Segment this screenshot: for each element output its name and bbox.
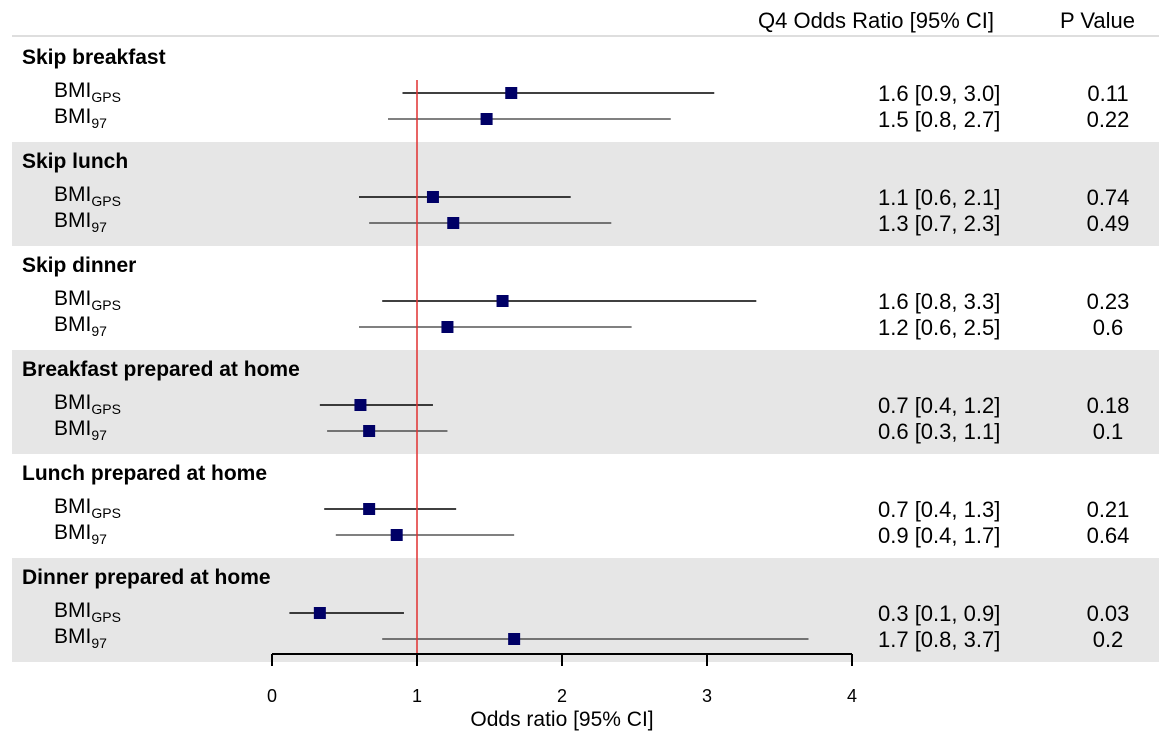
p-value: 0.2	[1092, 627, 1124, 652]
row-label-base: BMI	[54, 599, 92, 622]
odds-ratio-point	[363, 425, 376, 437]
p-value: 0.22	[1086, 107, 1130, 132]
row-label-base: BMI	[54, 105, 92, 128]
row-label-subscript: GPS	[91, 609, 121, 625]
group-label: Skip dinner	[22, 254, 137, 277]
p-value: 0.1	[1092, 419, 1124, 444]
row-label-subscript: GPS	[91, 401, 121, 417]
odds-ratio-value: 1.3 [0.7, 2.3]	[878, 211, 1001, 236]
row-label: BMIGPS	[54, 495, 121, 521]
row-label: BMI97	[54, 417, 107, 443]
row-label-base: BMI	[54, 183, 92, 206]
row-label: BMI97	[54, 625, 107, 651]
row-label-base: BMI	[54, 417, 92, 440]
group-label: Dinner prepared at home	[22, 566, 271, 589]
odds-ratio-value: 0.7 [0.4, 1.2]	[878, 393, 1001, 418]
odds-ratio-point	[480, 113, 493, 125]
row-label-subscript: 97	[91, 635, 107, 651]
row-label: BMIGPS	[54, 287, 121, 313]
row-label-subscript: GPS	[91, 89, 121, 105]
odds-ratio-point	[363, 503, 376, 515]
p-value: 0.03	[1086, 601, 1130, 626]
odds-ratio-value: 1.7 [0.8, 3.7]	[878, 627, 1001, 652]
x-axis-tick-label: 2	[556, 686, 567, 706]
odds-ratio-value: 1.6 [0.9, 3.0]	[878, 81, 1001, 106]
odds-ratio-point	[426, 191, 439, 203]
x-axis-tick-label: 1	[411, 686, 422, 706]
x-axis-tick-label: 4	[846, 686, 857, 706]
odds-ratio-value: 1.2 [0.6, 2.5]	[878, 315, 1001, 340]
odds-ratio-point	[441, 321, 454, 333]
p-value: 0.74	[1086, 185, 1130, 210]
row-label: BMIGPS	[54, 183, 121, 209]
group-band	[12, 350, 1159, 454]
group-label: Skip breakfast	[22, 46, 166, 69]
odds-ratio-value: 0.9 [0.4, 1.7]	[878, 523, 1001, 548]
odds-ratio-value: 1.1 [0.6, 2.1]	[878, 185, 1001, 210]
x-axis-tick-label: 3	[701, 686, 712, 706]
row-label-base: BMI	[54, 287, 92, 310]
odds-ratio-point	[505, 87, 518, 99]
row-label-base: BMI	[54, 521, 92, 544]
group-label: Breakfast prepared at home	[22, 358, 300, 381]
row-label-subscript: 97	[91, 323, 107, 339]
group-label: Lunch prepared at home	[22, 462, 268, 485]
row-label: BMIGPS	[54, 79, 121, 105]
odds-ratio-value: 0.7 [0.4, 1.3]	[878, 497, 1001, 522]
odds-ratio-point	[354, 399, 367, 411]
group-label: Skip lunch	[22, 150, 129, 173]
row-label: BMI97	[54, 313, 107, 339]
odds-ratio-point	[313, 607, 326, 619]
odds-ratio-column-header: Q4 Odds Ratio [95% CI]	[758, 8, 994, 33]
odds-ratio-value: 1.6 [0.8, 3.3]	[878, 289, 1001, 314]
group-band	[12, 142, 1159, 246]
row-label-base: BMI	[54, 79, 92, 102]
p-value: 0.64	[1086, 523, 1130, 548]
row-label-base: BMI	[54, 625, 92, 648]
odds-ratio-point	[390, 529, 403, 541]
row-label-subscript: 97	[91, 115, 107, 131]
p-value-column-header: P Value	[1060, 8, 1136, 33]
p-value: 0.11	[1087, 81, 1129, 106]
odds-ratio-point	[508, 633, 521, 645]
p-value: 0.21	[1086, 497, 1130, 522]
group-band	[12, 558, 1159, 662]
odds-ratio-value: 1.5 [0.8, 2.7]	[878, 107, 1001, 132]
row-label-subscript: 97	[91, 219, 107, 235]
p-value: 0.23	[1086, 289, 1130, 314]
row-label-subscript: 97	[91, 531, 107, 547]
row-label-base: BMI	[54, 209, 92, 232]
row-label-base: BMI	[54, 391, 92, 414]
row-label: BMIGPS	[54, 599, 121, 625]
odds-ratio-point	[447, 217, 460, 229]
row-label: BMIGPS	[54, 391, 121, 417]
p-value: 0.6	[1092, 315, 1124, 340]
row-label: BMI97	[54, 521, 107, 547]
row-label-subscript: 97	[91, 427, 107, 443]
odds-ratio-point	[496, 295, 509, 307]
row-label-subscript: GPS	[91, 193, 121, 209]
row-label: BMI97	[54, 209, 107, 235]
x-axis-tick-label: 0	[266, 686, 277, 706]
row-label: BMI97	[54, 105, 107, 131]
odds-ratio-value: 0.3 [0.1, 0.9]	[878, 601, 1001, 626]
x-axis-title: Odds ratio [95% CI]	[470, 708, 654, 731]
p-value: 0.18	[1086, 393, 1130, 418]
row-label-subscript: GPS	[91, 297, 121, 313]
p-value: 0.49	[1086, 211, 1130, 236]
odds-ratio-value: 0.6 [0.3, 1.1]	[878, 419, 1001, 444]
row-label-subscript: GPS	[91, 505, 121, 521]
row-label-base: BMI	[54, 313, 92, 336]
row-label-base: BMI	[54, 495, 92, 518]
